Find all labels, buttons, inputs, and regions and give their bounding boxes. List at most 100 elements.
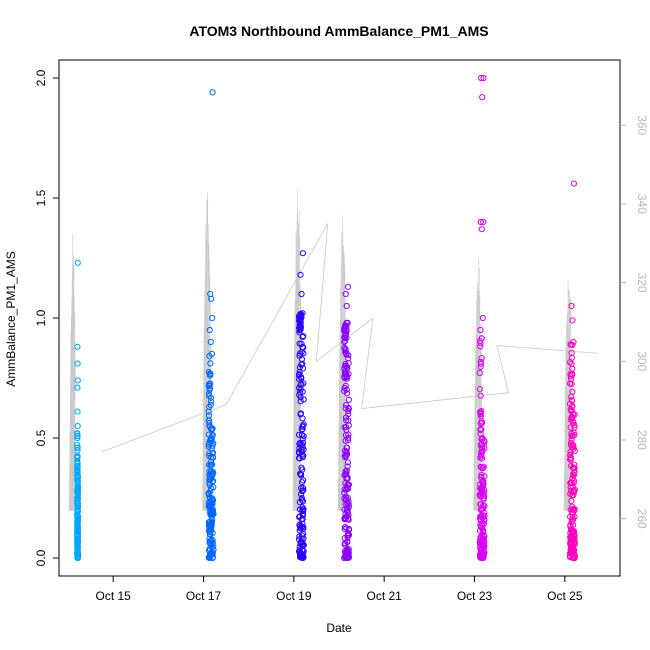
- data-point: [570, 472, 577, 479]
- data-point: [479, 519, 486, 527]
- data-point: [206, 393, 213, 400]
- data-point: [343, 417, 350, 424]
- data-point: [478, 453, 485, 460]
- data-point: [300, 396, 307, 403]
- data-point: [74, 500, 81, 508]
- data-point: [342, 480, 349, 487]
- data-point: [297, 381, 304, 388]
- data-point: [300, 524, 307, 531]
- data-point: [74, 514, 81, 521]
- data-point: [345, 396, 352, 403]
- data-point: [205, 408, 212, 415]
- x-tick-label: Oct 17: [186, 589, 222, 603]
- data-point: [207, 380, 214, 387]
- data-point: [569, 475, 576, 482]
- data-point-outlier: [479, 314, 486, 322]
- y-axis-label: AmmBalance_PM1_AMS: [4, 251, 18, 386]
- data-point: [344, 459, 351, 466]
- secondary-spike: [68, 376, 71, 511]
- data-point: [341, 387, 348, 395]
- data-point-outlier: [344, 283, 352, 290]
- data-point: [296, 369, 303, 376]
- data-point: [341, 325, 348, 332]
- data-point: [205, 547, 213, 554]
- data-point: [297, 398, 304, 405]
- data-point: [209, 478, 216, 485]
- data-point: [299, 426, 306, 433]
- data-point: [74, 432, 81, 439]
- data-point: [299, 530, 307, 538]
- data-point: [205, 490, 212, 497]
- data-point: [74, 524, 82, 531]
- data-point: [206, 553, 214, 561]
- secondary-spike: [564, 323, 567, 511]
- data-point: [345, 434, 352, 441]
- data-point: [297, 470, 304, 477]
- secondary-spike: [72, 269, 75, 511]
- data-point: [568, 349, 575, 357]
- data-point: [74, 460, 81, 467]
- data-point: [478, 355, 485, 362]
- data-point: [345, 530, 352, 537]
- secondary-spike: [339, 265, 342, 511]
- data-point: [571, 551, 578, 558]
- data-point: [300, 542, 307, 549]
- data-point: [208, 500, 215, 508]
- data-point-outlier: [570, 338, 577, 346]
- data-point: [299, 388, 306, 395]
- data-point: [342, 471, 349, 478]
- data-point: [297, 411, 304, 418]
- data-point: [210, 546, 217, 554]
- data-point: [74, 453, 81, 461]
- data-point: [342, 468, 349, 475]
- data-point: [299, 435, 306, 442]
- data-point: [209, 450, 216, 457]
- data-point: [342, 329, 349, 336]
- data-point: [74, 441, 81, 449]
- y2-tick-label: 340: [635, 194, 649, 214]
- data-point: [297, 540, 304, 547]
- data-point: [569, 341, 576, 349]
- data-point: [571, 447, 578, 454]
- data-point: [207, 360, 214, 367]
- data-point: [298, 491, 305, 498]
- data-point: [477, 506, 484, 513]
- data-point-outlier: [480, 74, 487, 82]
- data-point-outlier: [478, 74, 485, 82]
- data-point: [299, 334, 306, 341]
- data-point: [296, 527, 303, 534]
- data-point: [74, 477, 81, 484]
- data-point: [345, 404, 352, 411]
- data-point-outlier: [343, 302, 350, 310]
- data-point: [341, 541, 348, 548]
- data-point: [568, 527, 575, 534]
- secondary-spike: [342, 254, 345, 511]
- data-point: [481, 516, 488, 523]
- data-point: [481, 533, 488, 540]
- data-point: [296, 440, 303, 448]
- data-point-outlier: [299, 250, 306, 257]
- data-point: [569, 492, 576, 499]
- secondary-spike: [72, 295, 75, 511]
- data-point-outlier: [344, 319, 351, 326]
- data-point: [343, 373, 350, 380]
- data-point: [341, 472, 348, 479]
- y2-tick-label: 320: [635, 273, 649, 293]
- data-point: [297, 389, 304, 396]
- data-point: [299, 360, 306, 367]
- y-tick-label: 0.5: [34, 429, 48, 446]
- secondary-spike: [295, 213, 298, 511]
- data-point: [478, 449, 485, 456]
- data-point: [477, 363, 484, 370]
- data-point: [298, 464, 305, 471]
- secondary-spike: [205, 199, 208, 511]
- data-point: [569, 554, 577, 562]
- data-point: [296, 350, 304, 357]
- data-point: [343, 507, 350, 514]
- data-point: [206, 535, 213, 542]
- secondary-spike: [474, 328, 477, 511]
- data-point: [299, 488, 306, 495]
- data-point-outlier: [299, 310, 306, 317]
- data-point: [481, 445, 488, 452]
